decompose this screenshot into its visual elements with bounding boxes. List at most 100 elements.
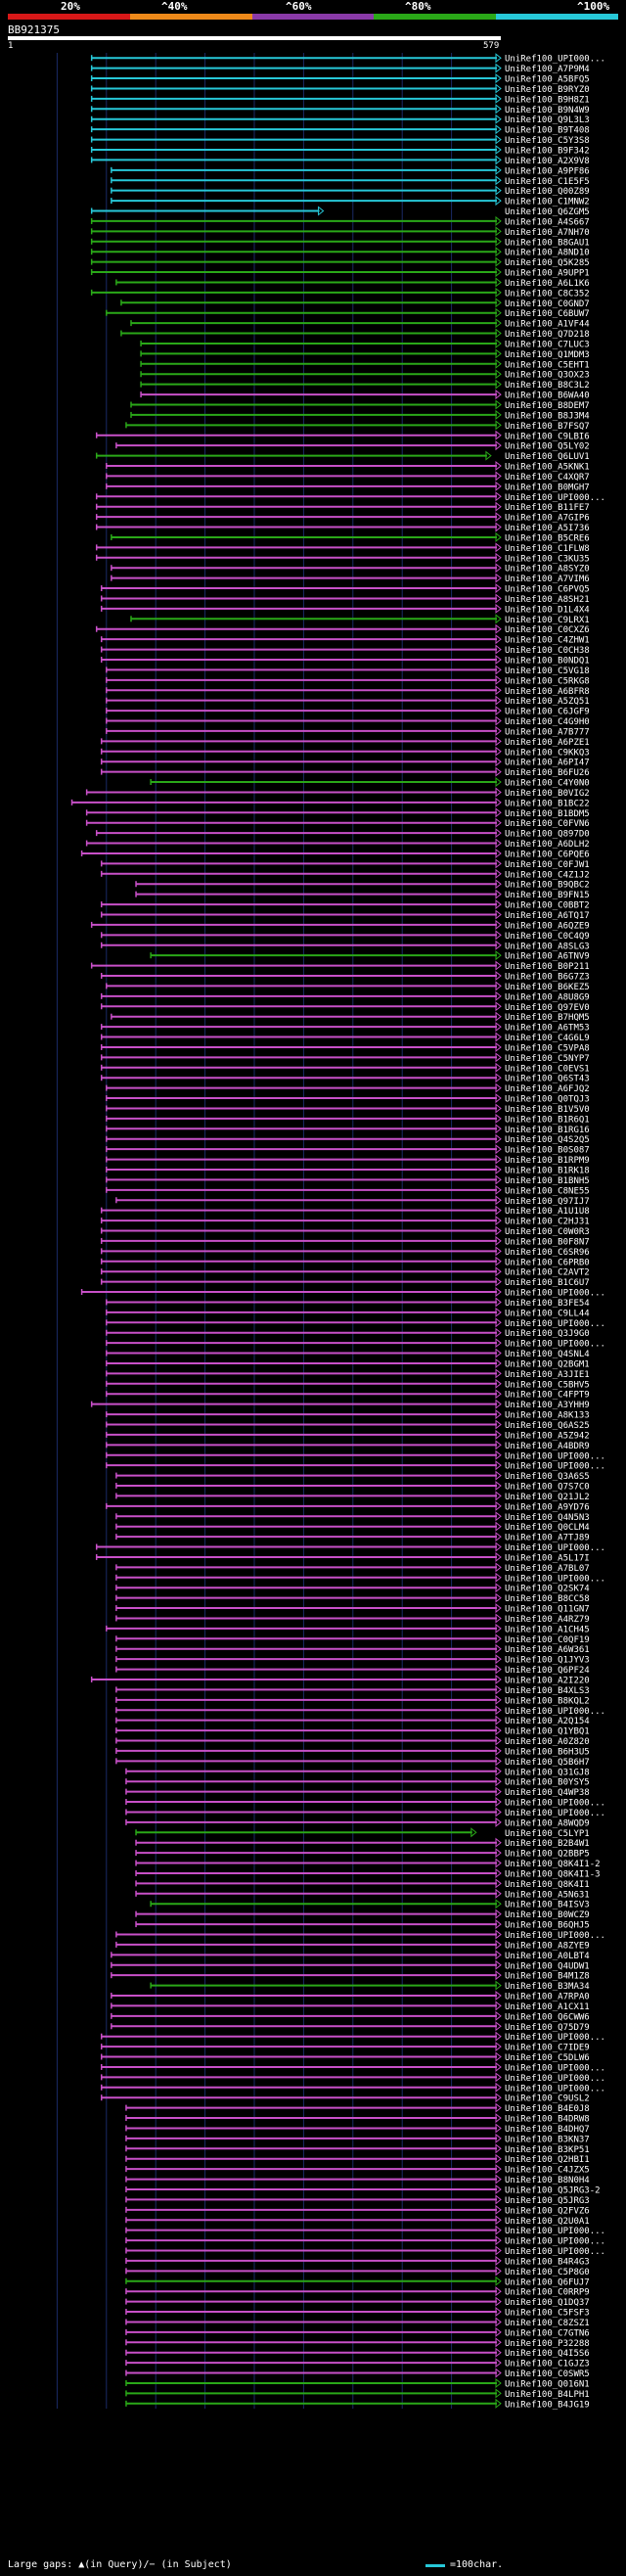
hit-row[interactable]: UniRef100_Q4I5S6	[125, 2347, 590, 2360]
hit-row[interactable]: UniRef100_C4JZX5	[125, 2164, 590, 2176]
hit-label[interactable]: UniRef100_Q4SNL4	[505, 1350, 590, 1359]
hit-label[interactable]: UniRef100_C2AVT2	[505, 1268, 590, 1278]
hit-label[interactable]: UniRef100_UPI000...	[505, 1289, 605, 1299]
hit-row[interactable]: UniRef100_C7IDE9	[101, 2042, 590, 2053]
hit-row[interactable]: UniRef100_B3MA34	[150, 1980, 590, 1993]
hit-label[interactable]: UniRef100_B4DHQ7	[505, 2125, 590, 2135]
hit-label[interactable]: UniRef100_B0MGH7	[505, 483, 590, 492]
hit-row[interactable]: UniRef100_C0W0R3	[101, 1225, 590, 1238]
hit-label[interactable]: UniRef100_A0Z820	[505, 1737, 590, 1747]
hit-label[interactable]: UniRef100_Q4S2Q5	[505, 1135, 590, 1145]
hit-label[interactable]: UniRef100_C6BUW7	[505, 309, 590, 319]
hit-row[interactable]: UniRef100_B1R6Q1	[106, 1113, 590, 1126]
hit-row[interactable]: UniRef100_B4LPH1	[125, 2388, 590, 2400]
hit-row[interactable]: UniRef100_UPI000...	[106, 1460, 605, 1472]
hit-label[interactable]: UniRef100_B3MA34	[505, 1982, 590, 1992]
hit-row[interactable]: UniRef100_A5ZQ51	[106, 695, 590, 708]
hit-row[interactable]: UniRef100_A5KNK1	[106, 460, 590, 473]
hit-label[interactable]: UniRef100_B3KP51	[505, 2145, 590, 2155]
hit-label[interactable]: UniRef100_C5Y3S8	[505, 136, 590, 146]
hit-label[interactable]: UniRef100_B4R4G3	[505, 2257, 590, 2267]
hit-row[interactable]: UniRef100_Q3J9G0	[106, 1327, 590, 1340]
hit-label[interactable]: UniRef100_B11FE7	[505, 503, 590, 513]
hit-row[interactable]: UniRef100_C8ZSZ1	[125, 2317, 590, 2328]
hit-row[interactable]: UniRef100_UPI000...	[101, 2031, 605, 2044]
hit-row[interactable]: UniRef100_Q6LUV1	[95, 450, 590, 463]
hit-row[interactable]: UniRef100_UPI000...	[115, 1572, 605, 1585]
hit-label[interactable]: UniRef100_C5EHT1	[505, 360, 590, 370]
hit-label[interactable]: UniRef100_Q0TQJ3	[505, 1095, 590, 1105]
hit-label[interactable]: UniRef100_A8K133	[505, 1411, 590, 1421]
hit-label[interactable]: UniRef100_B1RG16	[505, 1126, 590, 1135]
hit-row[interactable]: UniRef100_C5FSF3	[125, 2306, 590, 2319]
hit-label[interactable]: UniRef100_C0EVS1	[505, 1064, 590, 1074]
hit-label[interactable]: UniRef100_C4Z1J2	[505, 870, 590, 880]
hit-label[interactable]: UniRef100_Q9L3L3	[505, 115, 590, 125]
hit-row[interactable]: UniRef100_B9F342	[90, 144, 590, 157]
hit-row[interactable]: UniRef100_A9YD76	[106, 1500, 590, 1513]
hit-row[interactable]: UniRef100_A7RPA0	[111, 1990, 590, 2002]
hit-label[interactable]: UniRef100_Q6FUJ7	[505, 2277, 590, 2287]
hit-row[interactable]: UniRef100_UPI000...	[115, 1705, 605, 1717]
hit-row[interactable]: UniRef100_UPI000...	[106, 1449, 605, 1462]
hit-label[interactable]: UniRef100_Q4WP38	[505, 1788, 590, 1798]
hit-row[interactable]: UniRef100_C0C4Q9	[101, 930, 590, 942]
hit-row[interactable]: UniRef100_UPI000...	[101, 2061, 605, 2074]
hit-row[interactable]: UniRef100_C0SWR5	[125, 2368, 590, 2380]
hit-row[interactable]: UniRef100_A6TM53	[101, 1022, 590, 1034]
hit-row[interactable]: UniRef100_C4G6L9	[101, 1032, 590, 1044]
hit-label[interactable]: UniRef100_C1E5F5	[505, 177, 590, 187]
hit-label[interactable]: UniRef100_UPI000...	[505, 1451, 605, 1461]
hit-label[interactable]: UniRef100_P32288	[505, 2339, 590, 2349]
hit-label[interactable]: UniRef100_Q00Z89	[505, 187, 590, 197]
hit-row[interactable]: UniRef100_B0NDQ1	[101, 654, 590, 667]
hit-row[interactable]: UniRef100_A1CH45	[106, 1623, 590, 1635]
hit-row[interactable]: UniRef100_C5VPA8	[101, 1041, 590, 1054]
hit-row[interactable]: UniRef100_B3KN37	[125, 2133, 590, 2145]
hit-label[interactable]: UniRef100_B0F8N7	[505, 1237, 590, 1247]
hit-row[interactable]: UniRef100_B5CRE6	[111, 531, 590, 544]
hit-label[interactable]: UniRef100_UPI000...	[505, 2227, 605, 2236]
hit-row[interactable]: UniRef100_A7VIM6	[111, 573, 590, 585]
hit-label[interactable]: UniRef100_Q21JL2	[505, 1493, 590, 1502]
hit-label[interactable]: UniRef100_A7BL07	[505, 1564, 590, 1574]
hit-label[interactable]: UniRef100_B6FU26	[505, 768, 590, 778]
hit-label[interactable]: UniRef100_A9PF86	[505, 166, 590, 176]
hit-row[interactable]: UniRef100_C0EVS1	[101, 1062, 590, 1075]
hit-label[interactable]: UniRef100_C9LL44	[505, 1309, 590, 1318]
hit-label[interactable]: UniRef100_C4G6L9	[505, 1034, 590, 1043]
hit-row[interactable]: UniRef100_C6JGF9	[106, 706, 590, 717]
hit-row[interactable]: UniRef100_Q21JL2	[115, 1491, 590, 1502]
hit-row[interactable]: UniRef100_Q11GN7	[115, 1603, 590, 1615]
hit-label[interactable]: UniRef100_Q1MDM3	[505, 350, 590, 360]
hit-label[interactable]: UniRef100_B4E0J8	[505, 2104, 590, 2114]
hit-label[interactable]: UniRef100_C6PQE6	[505, 850, 590, 859]
hit-label[interactable]: UniRef100_Q2SK74	[505, 1585, 590, 1594]
hit-row[interactable]: UniRef100_C5EHT1	[140, 358, 590, 371]
hit-row[interactable]: UniRef100_C1FLW8	[95, 542, 590, 554]
hit-row[interactable]: UniRef100_A9PF86	[111, 164, 590, 177]
hit-label[interactable]: UniRef100_A6L1K6	[505, 279, 590, 289]
hit-row[interactable]: UniRef100_B6G7Z3	[101, 970, 590, 983]
hit-label[interactable]: UniRef100_B9F342	[505, 146, 590, 156]
hit-label[interactable]: UniRef100_A5N631	[505, 1890, 590, 1900]
hit-row[interactable]: UniRef100_C0FVN6	[85, 817, 590, 830]
hit-label[interactable]: UniRef100_UPI000...	[505, 2084, 605, 2093]
hit-label[interactable]: UniRef100_B0YSY5	[505, 1778, 590, 1788]
hit-label[interactable]: UniRef100_B4JG19	[505, 2400, 590, 2410]
hit-row[interactable]: UniRef100_UPI000...	[101, 2072, 605, 2084]
hit-label[interactable]: UniRef100_A5ZQ51	[505, 697, 590, 707]
hit-label[interactable]: UniRef100_A8ND10	[505, 249, 590, 258]
hit-row[interactable]: UniRef100_A6L1K6	[115, 277, 590, 289]
hit-label[interactable]: UniRef100_A9YD76	[505, 1502, 590, 1512]
hit-row[interactable]: UniRef100_C6SR96	[101, 1246, 590, 1258]
hit-row[interactable]: UniRef100_Q2HBI1	[125, 2153, 590, 2166]
hit-label[interactable]: UniRef100_Q7D218	[505, 330, 590, 340]
hit-row[interactable]: UniRef100_C0CH38	[101, 644, 590, 657]
hit-label[interactable]: UniRef100_Q2BBP5	[505, 1850, 590, 1860]
hit-row[interactable]: UniRef100_B9N4W9	[90, 104, 590, 115]
hit-row[interactable]: UniRef100_A6PI47	[101, 757, 590, 768]
hit-row[interactable]: UniRef100_A3JIE1	[106, 1368, 590, 1380]
hit-row[interactable]: UniRef100_D1L4X4	[101, 603, 590, 616]
hit-label[interactable]: UniRef100_A2X9V8	[505, 157, 590, 166]
